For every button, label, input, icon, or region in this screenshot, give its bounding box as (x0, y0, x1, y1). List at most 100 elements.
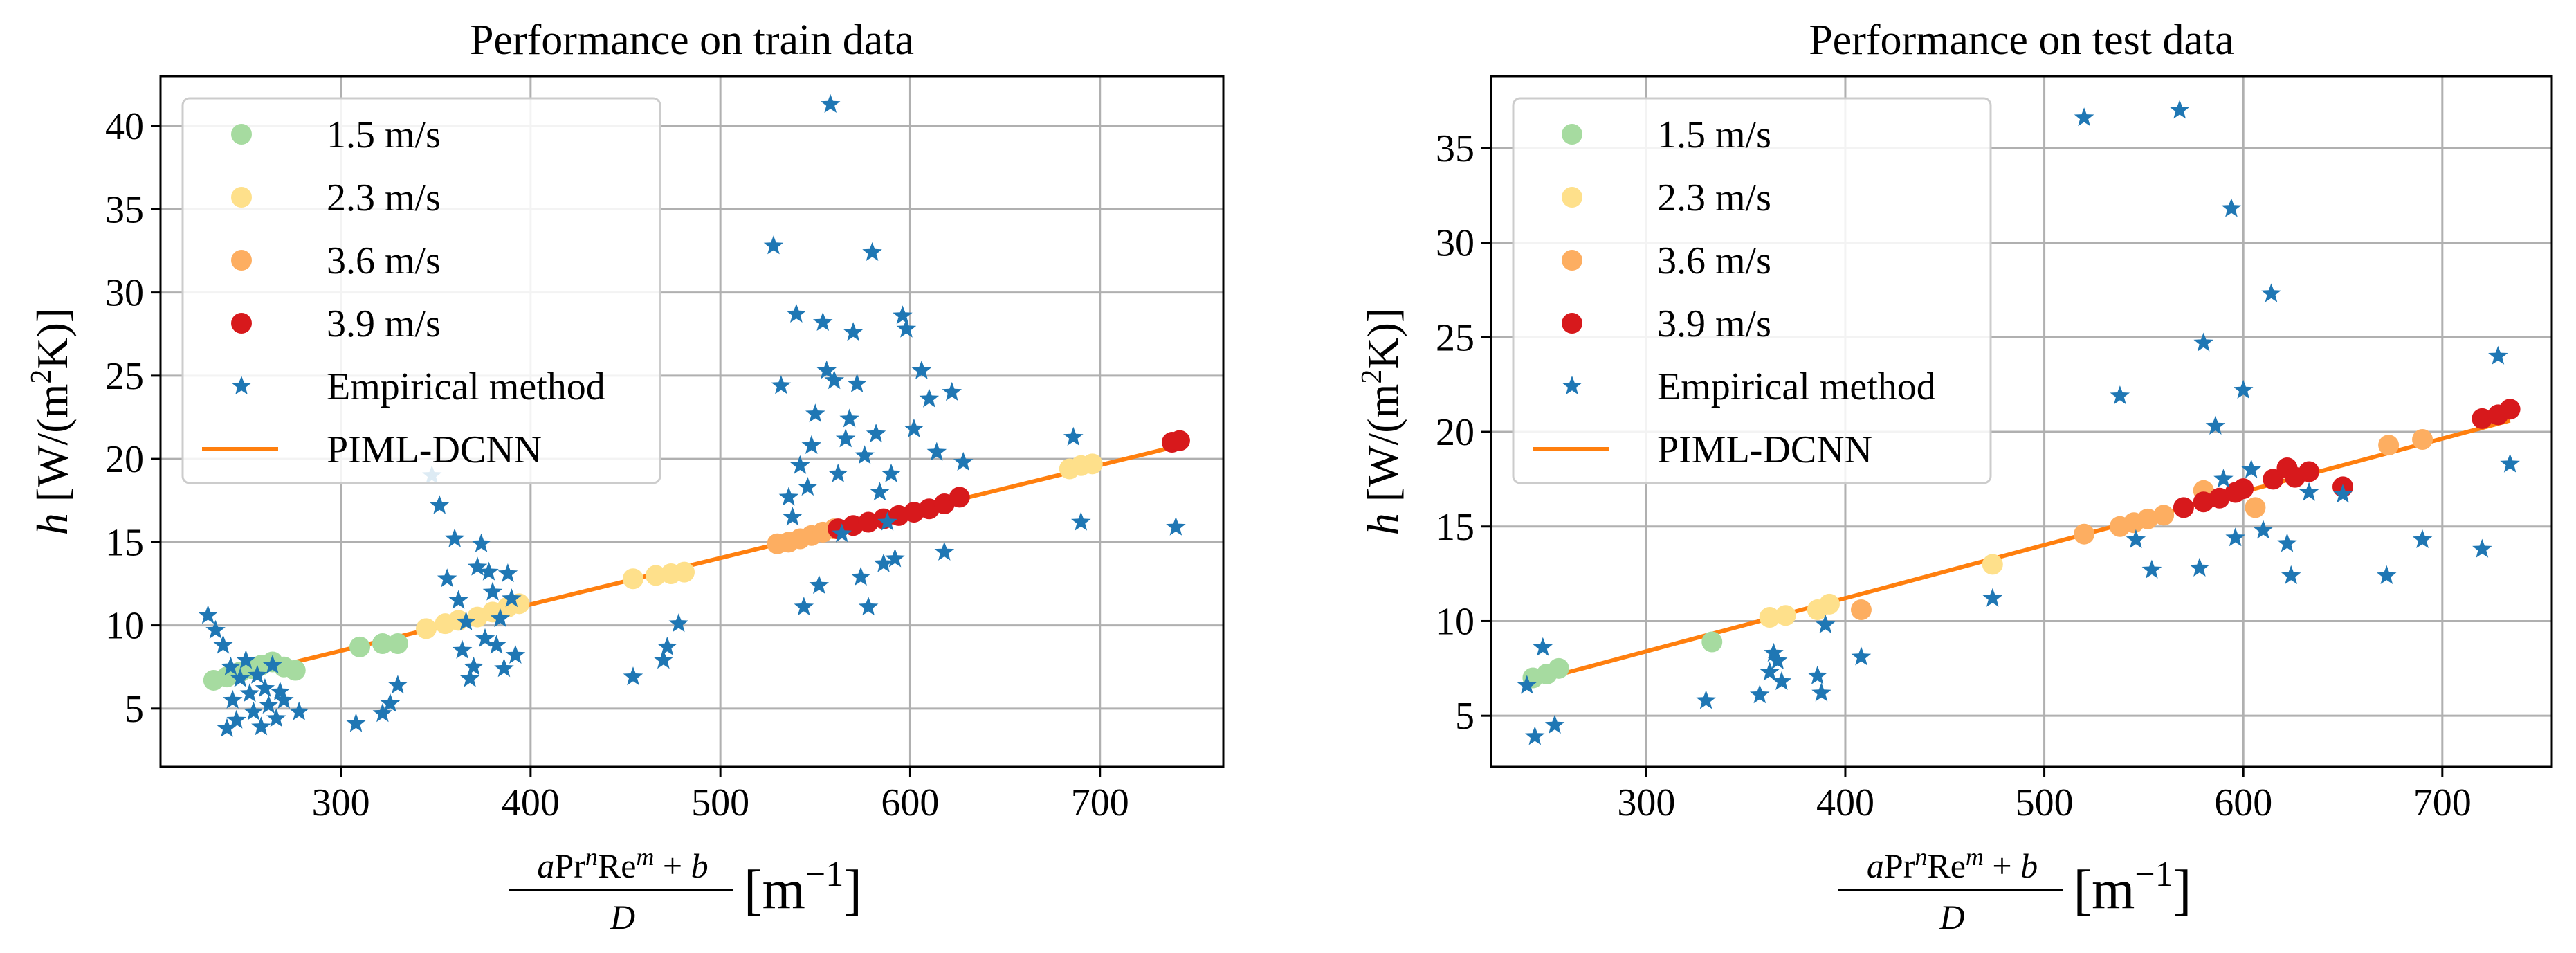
empirical-point (289, 701, 309, 720)
chart-title: Performance on train data (470, 17, 914, 64)
empirical-point (251, 716, 271, 736)
empirical-point (1851, 646, 1872, 666)
empirical-point (239, 683, 260, 702)
legend-label: 1.5 m/s (1657, 114, 1771, 156)
x-tick-label: 500 (2016, 781, 2074, 824)
legend-dot-marker (231, 313, 252, 334)
data-point (674, 561, 695, 583)
data-point (949, 487, 970, 508)
empirical-point (1811, 682, 1831, 702)
empirical-point (1771, 671, 1792, 691)
empirical-point (763, 235, 784, 255)
empirical-point (1544, 714, 1565, 734)
data-point (2137, 508, 2159, 529)
empirical-point (839, 408, 859, 428)
x-label-unit: [m−1] (744, 855, 862, 920)
x-axis-label: aPrnRem + b D [m−1] (509, 843, 862, 936)
data-point (1701, 631, 1723, 653)
empirical-point (824, 370, 844, 390)
legend-box (181, 97, 661, 484)
data-point (349, 636, 370, 657)
legend-label: 3.6 m/s (327, 239, 441, 282)
legend-label: 3.9 m/s (327, 302, 441, 345)
empirical-point (471, 533, 491, 552)
empirical-point (459, 668, 480, 687)
empirical-point (497, 563, 518, 583)
empirical-point (786, 303, 807, 323)
legend-dot-marker (1562, 124, 1582, 145)
data-point (1850, 599, 1872, 621)
empirical-point (2253, 520, 2274, 539)
x-tick-label: 700 (2413, 781, 2472, 824)
empirical-point (2221, 198, 2242, 217)
empirical-point (2241, 459, 2261, 478)
empirical-point (904, 418, 924, 437)
data-point (2209, 487, 2230, 509)
data-point (1982, 554, 2003, 575)
y-tick-label: 15 (1436, 506, 1474, 549)
empirical-point (870, 482, 890, 501)
empirical-point (372, 703, 393, 723)
data-point (387, 633, 408, 655)
y-tick-label: 35 (105, 188, 144, 231)
empirical-point (623, 666, 643, 686)
empirical-point (464, 656, 484, 675)
empirical-point (266, 708, 286, 727)
y-tick-label: 10 (105, 605, 144, 648)
empirical-point (783, 507, 803, 526)
y-tick-label: 40 (105, 105, 144, 148)
empirical-point (858, 597, 879, 616)
data-point (2074, 523, 2095, 545)
data-point (2299, 461, 2320, 482)
x-label-denominator: D (610, 898, 635, 936)
empirical-point (862, 242, 882, 261)
data-point (2472, 408, 2493, 429)
empirical-point (813, 311, 833, 331)
legend-label: PIML-DCNN (327, 428, 542, 471)
empirical-point (1760, 662, 1780, 681)
legend-dot-marker (1562, 187, 1582, 208)
empirical-point (262, 655, 283, 674)
data-point (1759, 606, 1780, 628)
empirical-point (437, 568, 457, 588)
empirical-point (877, 511, 897, 531)
empirical-point (1525, 726, 1545, 745)
data-point (1169, 430, 1190, 451)
legend: 1.5 m/s 2.3 m/s 3.6 m/s 3.9 m/s Empirical me… (1512, 97, 1992, 484)
legend-dot-marker (231, 250, 252, 271)
empirical-point (205, 619, 226, 639)
y-axis-label: h [W/(m2K)] (26, 308, 77, 535)
y-tick-label: 15 (105, 521, 144, 564)
x-tick-label: 400 (1816, 781, 1874, 824)
x-tick-label: 300 (312, 781, 370, 824)
empirical-point (850, 566, 871, 586)
x-label-denominator: D (1939, 898, 1964, 936)
y-tick-label: 30 (1436, 222, 1474, 265)
empirical-point (230, 668, 250, 687)
plot-frame (159, 75, 1225, 768)
data-point (1548, 657, 1569, 679)
empirical-point (2074, 107, 2094, 127)
data-point (2245, 497, 2266, 518)
test-data-panel: 300 400 500 600 700 5 10 15 20 25 30 35 Performance … (1356, 17, 2553, 936)
empirical-point (2126, 529, 2146, 548)
empirical-point (2141, 559, 2162, 579)
empirical-point (213, 635, 233, 654)
empirical-point (881, 463, 902, 482)
empirical-point (790, 455, 810, 474)
empirical-point (1982, 588, 2003, 607)
empirical-point (236, 650, 256, 669)
data-point (622, 568, 643, 590)
empirical-point (919, 388, 940, 408)
empirical-point (1071, 511, 1091, 531)
empirical-point (429, 495, 450, 514)
empirical-point (467, 556, 488, 576)
y-tick-label: 5 (1455, 695, 1474, 738)
empirical-point (2500, 453, 2520, 473)
empirical-point (221, 656, 241, 675)
empirical-point (1807, 665, 1827, 684)
empirical-point (217, 718, 237, 737)
legend-box (1512, 97, 1992, 484)
empirical-point (247, 664, 268, 684)
data-point (2233, 478, 2254, 500)
